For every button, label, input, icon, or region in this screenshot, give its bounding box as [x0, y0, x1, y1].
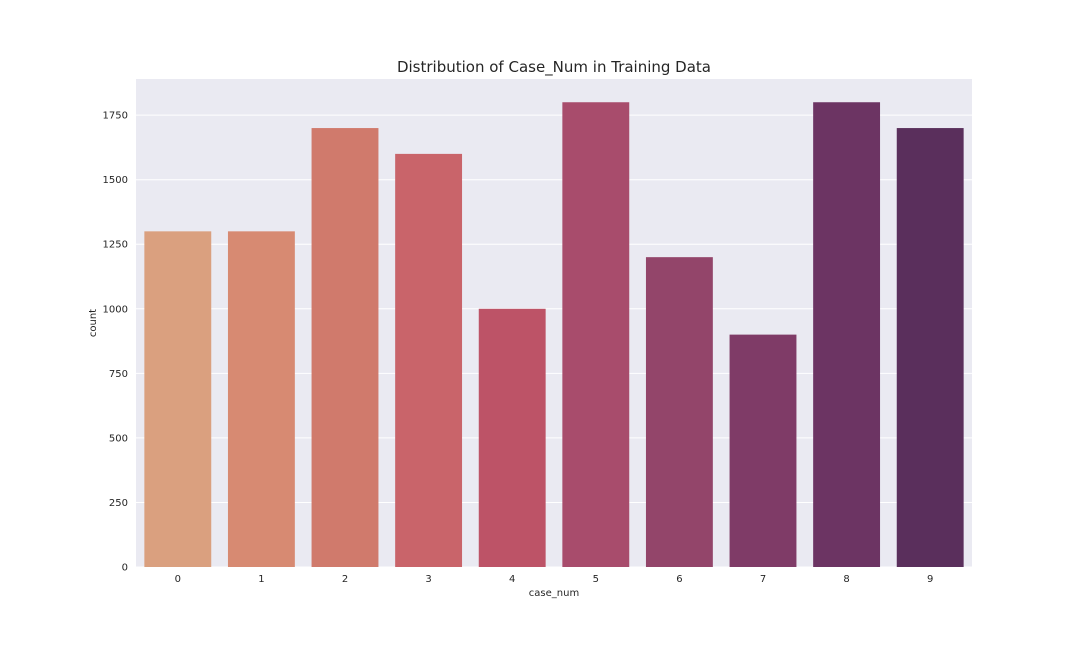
y-axis-label: count: [88, 309, 99, 337]
x-tick-label: 3: [425, 574, 431, 585]
bar-9: [896, 128, 964, 567]
y-tick-label: 1500: [103, 175, 128, 186]
bars: [144, 102, 964, 568]
x-tick-label: 7: [760, 574, 766, 585]
y-tick-label: 750: [109, 369, 128, 380]
bar-4: [478, 308, 546, 567]
bar-6: [645, 257, 713, 567]
y-tick-label: 0: [122, 563, 128, 574]
y-tick-label: 1750: [103, 111, 128, 122]
x-tick-label: 8: [843, 574, 849, 585]
x-tick-label: 5: [593, 574, 599, 585]
y-tick-label: 250: [109, 498, 128, 509]
x-tick-label: 6: [676, 574, 682, 585]
y-tick-label: 500: [109, 433, 128, 444]
bar-3: [395, 153, 463, 568]
bar-5: [562, 102, 630, 567]
chart-title: Distribution of Case_Num in Training Dat…: [397, 58, 711, 77]
bar-8: [813, 102, 881, 567]
y-tick-label: 1000: [103, 304, 128, 315]
x-axis-label: case_num: [529, 588, 579, 599]
x-tick-label: 4: [509, 574, 515, 585]
x-tick-label: 0: [175, 574, 181, 585]
x-tick-label: 2: [342, 574, 348, 585]
y-tick-label: 1250: [103, 240, 128, 251]
bar-1: [227, 231, 295, 567]
bar-0: [144, 231, 212, 567]
bar-2: [311, 128, 379, 567]
x-tick-label: 1: [258, 574, 264, 585]
x-axis-ticks: 0 1 2 3 4 5 6 7 8 9: [175, 574, 934, 585]
bar-7: [729, 334, 797, 567]
y-axis-ticks: 0 250 500 750 1000 1250 1500 1750: [103, 111, 128, 574]
x-tick-label: 9: [927, 574, 933, 585]
